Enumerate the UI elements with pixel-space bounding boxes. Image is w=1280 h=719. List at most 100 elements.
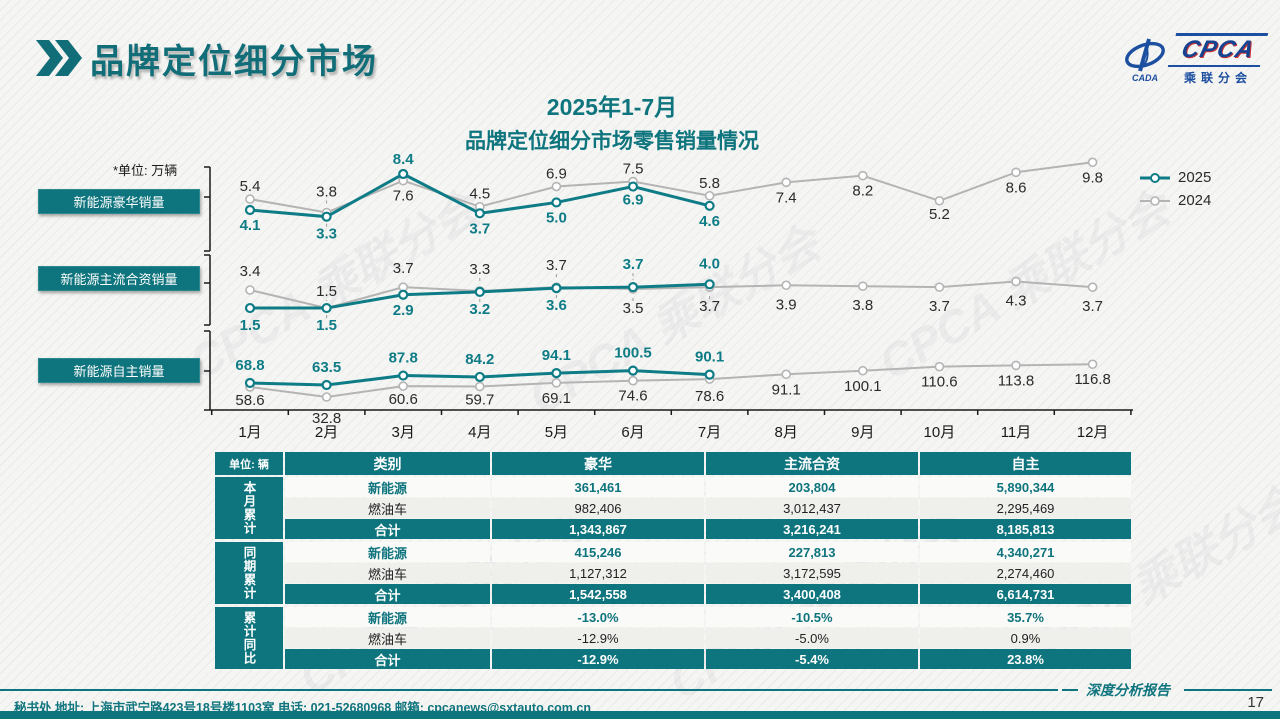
chart-value-label: 3.3	[469, 261, 490, 278]
chevrons-icon	[36, 40, 82, 76]
chart-point	[1087, 282, 1098, 292]
chart-value-label: 6.9	[546, 166, 567, 183]
row-value: 35.7%	[920, 607, 1131, 627]
chart-shape	[249, 161, 1093, 214]
chart-value-label: 59.7	[465, 392, 494, 409]
table-row: 燃油车 1,127,312 3,172,595 2,274,460	[285, 563, 1131, 583]
chart-point	[551, 197, 562, 208]
chart-point	[321, 392, 332, 402]
chart-point	[321, 379, 332, 391]
legend-item-2024: 2024	[1140, 189, 1211, 212]
row-value: -5.4%	[706, 649, 918, 669]
chart-value-label: 8.6	[1006, 179, 1027, 196]
chart-point	[704, 369, 715, 380]
bottom-accent-bar	[0, 711, 1280, 719]
chart-point	[474, 381, 485, 392]
row-category: 燃油车	[285, 628, 490, 648]
series-label-nev-luxury: 新能源豪华销量	[38, 189, 200, 214]
chart-point	[628, 284, 638, 294]
table-row: 新能源 415,246 227,813 4,340,271	[285, 542, 1131, 562]
chart-point	[398, 370, 409, 381]
row-value: 3,012,437	[706, 498, 918, 518]
row-category: 新能源	[285, 607, 490, 627]
row-value: 5,890,344	[920, 477, 1131, 497]
chart-value-label: 3.7	[1082, 298, 1103, 315]
row-value: 23.8%	[920, 649, 1131, 669]
chart-legend: 2025 2024	[1140, 166, 1211, 212]
row-category: 新能源	[285, 477, 490, 497]
chart-value-label: 4月	[468, 424, 491, 441]
chart-value-label: 3.3	[316, 226, 337, 243]
row-value: 1,127,312	[492, 563, 704, 583]
chart-point	[398, 282, 409, 292]
chart-value-label: 113.8	[998, 372, 1034, 389]
brand-watermark: CPCA 乘联分会	[180, 181, 489, 390]
chart-value-label: 3.8	[852, 297, 873, 314]
chart-value-label: 8月	[775, 424, 798, 441]
chart-point	[321, 211, 332, 222]
row-value: 4,340,271	[920, 542, 1131, 562]
row-value: 982,406	[492, 498, 704, 518]
table-col-header: 豪华	[492, 452, 704, 475]
footer-divider-right	[1184, 689, 1272, 691]
footer-divider	[0, 689, 1058, 691]
table-group-rows: 新能源 361,461 203,804 5,890,344 燃油车 982,406 3,01…	[285, 477, 1131, 539]
legend-label-2025: 2025	[1178, 169, 1212, 186]
row-value: 3,172,595	[706, 563, 918, 583]
chart-point	[398, 381, 409, 391]
series-label-nev-mainstream-jv: 新能源主流合资销量	[38, 266, 200, 291]
chart-point	[857, 281, 868, 292]
table-group-label: 同期累计	[215, 542, 283, 604]
table-row: 合计 1,542,558 3,400,408 6,614,731	[285, 584, 1131, 604]
chart-point	[1011, 360, 1021, 371]
cpca-brand-text: CPCA	[1178, 36, 1258, 63]
row-category: 燃油车	[285, 498, 490, 518]
chart-value-label: 91.1	[772, 381, 801, 398]
row-value: 1,542,558	[492, 584, 704, 604]
chart-point	[474, 371, 485, 383]
row-value: 8,185,813	[920, 519, 1131, 539]
chart-point	[398, 289, 409, 300]
cpca-subtitle: 乘联分会	[1184, 71, 1253, 85]
report-tag: 深度分析报告	[1086, 684, 1170, 699]
chart-point	[1087, 359, 1098, 370]
chart-value-label: 58.6	[235, 392, 264, 409]
chart-point	[704, 374, 715, 384]
chart-value-label: 4.1	[240, 217, 261, 234]
chart-value-label: 3.7	[546, 257, 567, 274]
chart-value-label: 3.6	[546, 297, 567, 314]
table-group: 同期累计 新能源 415,246 227,813 4,340,271 燃油车 1,127,3…	[215, 542, 1133, 604]
chart-value-label: 10月	[924, 424, 956, 441]
chart-value-label: 84.2	[465, 351, 494, 368]
chart-point	[245, 194, 255, 204]
chart-value-label: 3.7	[623, 256, 644, 273]
chart-point	[781, 369, 792, 380]
chart-title-line2: 品牌定位细分市场零售销量情况	[465, 130, 759, 153]
chart-value-label: 3.9	[776, 296, 797, 313]
chart-point	[551, 282, 562, 292]
table-row: 新能源 -13.0% -10.5% 35.7%	[285, 607, 1131, 627]
chart-value-label: 3.4	[240, 263, 261, 280]
row-value: 415,246	[492, 542, 704, 562]
chart-value-label: 32.8	[312, 410, 341, 427]
chart-value-label: 5.0	[546, 209, 567, 226]
chart-point	[627, 181, 639, 192]
legend-marker-2024	[1140, 195, 1170, 206]
chart-point	[398, 175, 409, 186]
chart-value-label: 11月	[1001, 424, 1032, 441]
row-value: 3,400,408	[706, 584, 918, 604]
chart-value-label: 8.2	[852, 183, 873, 200]
chart-point	[398, 168, 409, 180]
row-value: 2,274,460	[920, 563, 1131, 583]
table-group-rows: 新能源 -13.0% -10.5% 35.7% 燃油车 -12.9% -5.0% 0.9% 合计…	[285, 607, 1131, 669]
chart-point	[627, 282, 639, 293]
chart-value-label: 100.1	[844, 378, 882, 395]
row-value: -13.0%	[492, 607, 704, 627]
chart-value-label: 6.9	[623, 192, 644, 209]
row-value: 0.9%	[920, 628, 1131, 648]
page-title: 品牌定位细分市场	[90, 43, 378, 81]
series-label-nev-domestic: 新能源自主销量	[38, 358, 200, 383]
chart-point	[551, 181, 562, 192]
chart-shape	[249, 172, 710, 219]
